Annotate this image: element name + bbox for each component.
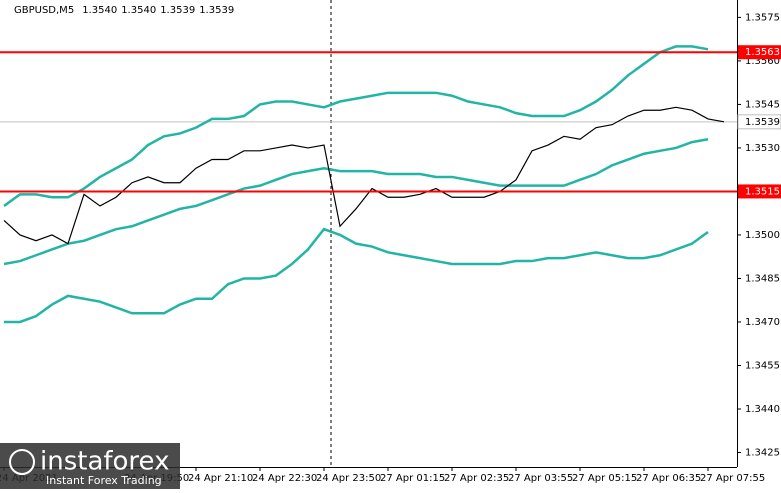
watermark-tagline: Instant Forex Trading bbox=[46, 474, 162, 487]
x-tick-label: 24 Apr 22:30 bbox=[252, 473, 317, 484]
x-tick-label: 24 Apr 21:10 bbox=[188, 473, 253, 484]
x-tick-label: 27 Apr 03:55 bbox=[508, 473, 573, 484]
header-price: 1.3539 bbox=[160, 5, 195, 16]
y-tick-label: 1.3485 bbox=[745, 273, 780, 284]
level-label-box bbox=[738, 184, 781, 199]
band-line bbox=[3, 45, 709, 207]
band-line bbox=[4, 227, 709, 324]
y-tick-label: 1.3575 bbox=[745, 12, 780, 23]
watermark: instaforex Instant Forex Trading bbox=[0, 443, 180, 489]
header: GBPUSD,M5 1.3540 1.3540 1.3539 1.3539 bbox=[14, 5, 234, 16]
x-tick-label: 27 Apr 02:35 bbox=[444, 473, 509, 484]
band-line bbox=[3, 138, 709, 266]
y-tick-label: 1.3560 bbox=[745, 56, 780, 67]
y-tick-label: 1.3470 bbox=[745, 317, 780, 328]
watermark-brand: instaforex bbox=[40, 447, 169, 477]
current-price-box bbox=[737, 114, 781, 130]
current-price-label: 1.3539 bbox=[745, 117, 780, 128]
header-price: 1.3540 bbox=[82, 5, 117, 16]
price-line bbox=[3, 106, 725, 245]
y-tick-label: 1.3530 bbox=[745, 143, 780, 154]
level-label: 1.3563 bbox=[745, 47, 780, 58]
x-tick-label: 27 Apr 07:55 bbox=[700, 473, 765, 484]
level-label-box bbox=[738, 45, 781, 60]
header-price: 1.3540 bbox=[121, 5, 156, 16]
x-tick-label: 27 Apr 06:35 bbox=[636, 473, 701, 484]
x-tick-label: 24 Apr 23:50 bbox=[316, 473, 381, 484]
watermark-icon bbox=[9, 449, 35, 475]
symbol: GBPUSD,M5 bbox=[14, 5, 74, 16]
watermark-box bbox=[0, 443, 180, 489]
y-tick-label: 1.3440 bbox=[745, 404, 780, 415]
y-tick-label: 1.3545 bbox=[745, 99, 780, 110]
y-tick-label: 1.3455 bbox=[745, 360, 780, 371]
level-label: 1.3515 bbox=[745, 186, 780, 197]
x-tick-label: 27 Apr 05:15 bbox=[572, 473, 637, 484]
x-tick-label: 27 Apr 01:15 bbox=[380, 473, 445, 484]
y-tick-label: 1.3500 bbox=[745, 230, 780, 241]
header-price: 1.3539 bbox=[199, 5, 234, 16]
y-tick-label: 1.3425 bbox=[745, 447, 780, 458]
